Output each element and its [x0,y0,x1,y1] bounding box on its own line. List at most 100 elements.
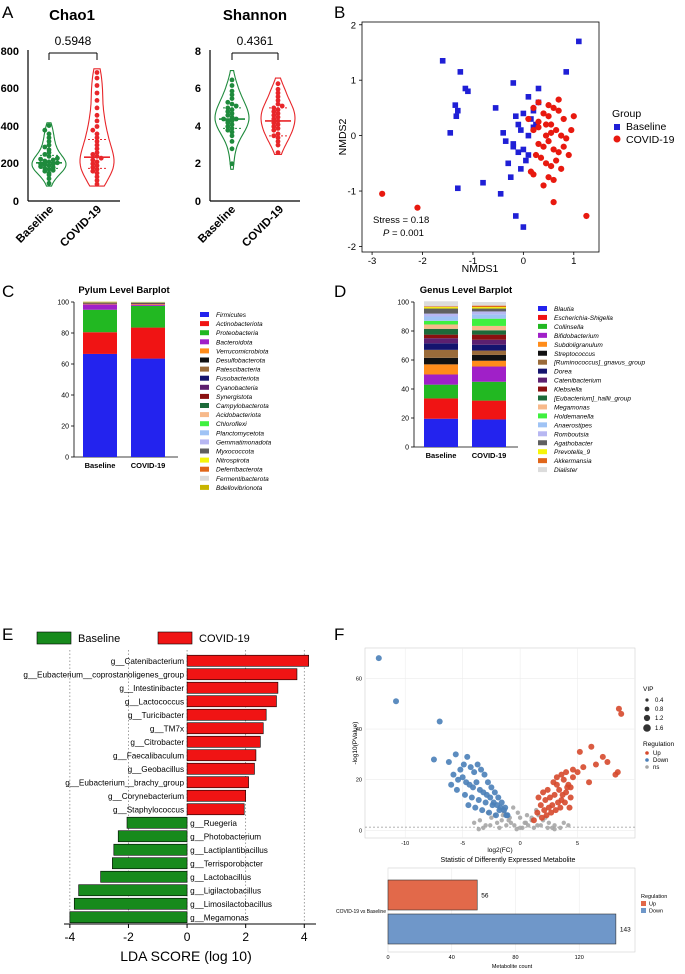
nmds-legend-label-covid: COVID-19 [626,134,675,146]
volcano-point-down-43 [496,807,503,814]
metabolite-count-title: Statistic of Differently Expressed Metab… [441,857,576,864]
shannon-point-0-14 [229,114,235,120]
genus-panel: Genus Level Barplot 0 20 40 60 80 100 Baselin… [397,285,645,474]
nmds-point-covid-16 [535,140,542,148]
volcano-point-down-38 [461,791,468,798]
chao1-point-1-7 [94,163,100,169]
metabolite-bar-value-up: 56 [481,893,489,900]
volcano-yaxis-label: -log10(PValue) [352,722,359,765]
genus-legend-swatch-17 [538,458,547,464]
chao1-point-0-27 [46,135,52,141]
volcano-point-ns-19 [504,823,509,828]
lefse-bar-4 [186,708,267,721]
chao1-point-0-24 [42,144,48,150]
volcano-point-up-22 [556,786,563,793]
nmds-xaxis-label: NMDS1 [462,263,499,275]
genus-bar-1-8 [472,339,506,345]
lefse-bar-0 [186,654,309,667]
volcano-point-up-13 [558,771,565,778]
lefse-xtick-label-3: 2 [242,930,249,944]
nmds-point-covid-29 [550,176,557,184]
nmds-xtick-label-4: 1 [571,256,576,267]
volcano-point-down-2 [436,718,443,725]
nmds-ytick-label-3: 1 [351,76,356,87]
volcano-point-up-42 [530,817,537,824]
volcano-point-ns-45 [566,823,571,828]
volcano-point-ns-37 [561,820,566,825]
lefse-bar-label-16: g__Lactobacillus [190,873,251,882]
phylum-ytick-label-3: 60 [61,362,69,369]
volcano-point-ns-43 [550,825,555,831]
chao1-point-0-28 [46,131,52,137]
nmds-xtick-label-3: 0 [521,256,526,267]
nmds-point-covid-33 [570,113,577,120]
regulation-legend-marker-ns [645,765,649,769]
volcano-point-ns-42 [524,813,530,818]
chao1-point-1-6 [90,165,96,170]
vip-legend-marker-0 [645,698,649,702]
volcano-point-up-10 [580,764,587,771]
lefse-bar-label-15: g__Terrisporobacter [190,859,263,868]
metabolite-xtick-label-1: 40 [449,955,455,961]
phylum-xtick-label-1: COVID-19 [131,461,166,470]
chao1-point-1-11 [98,155,104,161]
lefse-bar-label-9: g__Eubacterium__brachy_group [65,778,184,787]
volcano-point-ns-11 [535,823,540,828]
chao1-point-1-5 [94,166,100,172]
lefse-bar-label-6: g__Citrobacter [130,738,184,747]
nmds-point-baseline-36 [533,121,539,128]
genus-ytick-label-2: 40 [401,387,409,394]
genus-legend-swatch-0 [538,306,547,311]
chao1-point-1-13 [90,152,96,157]
phylum-bar-1-3 [131,304,165,306]
lefse-bar-2 [186,681,279,694]
shannon-point-0-22 [225,99,231,105]
nmds-point-baseline-23 [520,110,527,117]
phylum-ytick-label-1: 20 [61,424,69,431]
chao1-point-1-25 [94,98,100,103]
genus-legend-label-4: Subdoligranulum [554,342,603,349]
nmds-point-covid-31 [560,143,567,150]
regulation-legend-marker-down [645,758,649,762]
lefse-bar-label-18: g__Limosilactobacillus [190,900,272,909]
nmds-legend-label-baseline: Baseline [626,121,666,133]
volcano-point-down-6 [457,766,464,773]
genus-legend-swatch-12 [538,413,547,419]
nmds-point-baseline-22 [515,121,522,128]
chao1-ytick-label-0: 0 [13,196,19,208]
chao1-point-0-8 [50,165,56,170]
genus-ytick-label-4: 80 [401,329,409,336]
metabolite-bar-up [387,879,478,911]
volcano-point-up-32 [545,804,552,811]
lefse-bar-15 [112,857,188,870]
genus-legend-label-5: Streptococcus [554,351,596,358]
nmds-point-covid-13 [558,132,565,139]
nmds-plot-frame [361,21,600,253]
genus-bar-0-0 [424,418,458,447]
nmds-point-covid-32 [565,151,572,159]
volcano-xtick-label-1: -5 [460,841,465,847]
lefse-bar-7 [186,749,257,762]
chao1-point-0-26 [46,139,52,144]
genus-bar-0-13 [424,316,458,321]
genus-bar-1-10 [472,330,506,335]
nmds-point-baseline-18 [515,149,522,156]
lefse-bar-label-5: g__TM7x [150,724,184,733]
lefse-bar-label-2: g__Intestinibacter [119,684,184,693]
nmds-point-baseline-35 [525,152,532,158]
volcano-point-ns-17 [488,823,493,828]
volcano-point-up-33 [541,807,548,814]
phylum-xtick-label-0: Baseline [85,461,116,470]
chao1-point-1-28 [94,75,100,81]
volcano-point-down-16 [491,789,498,796]
lefse-bar-16 [100,870,188,883]
nmds-point-baseline-8 [510,80,517,86]
lefse-legend-label-baseline: Baseline [78,633,120,645]
nmds-ytick-label-0: -2 [348,242,356,253]
volcano-point-up-41 [538,814,545,821]
shannon-ytick-label-3: 6 [195,83,201,95]
nmds-point-baseline-9 [492,105,499,111]
metabolite-legend-label-up: Up [649,902,656,908]
nmds-stress-label: Stress = 0.18 [373,215,429,226]
